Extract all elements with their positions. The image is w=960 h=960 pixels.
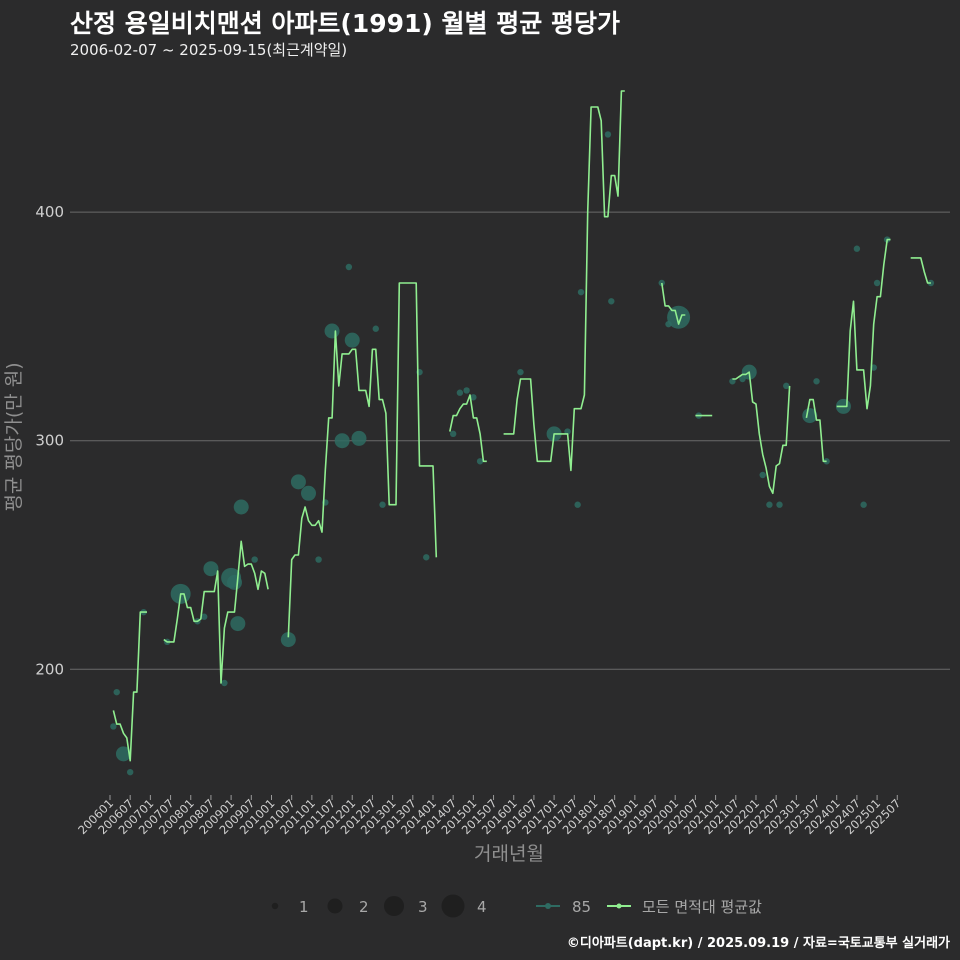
data-point	[449, 430, 457, 438]
data-point	[226, 574, 242, 590]
data-point	[221, 679, 228, 687]
y-axis-title: 평균 평당가(만 원)	[3, 362, 25, 511]
data-point	[463, 387, 470, 394]
line-segment	[163, 540, 269, 684]
y-tick-label: 200	[35, 660, 64, 678]
chart-subtitle: 2006-02-07 ~ 2025-09-15(최근계약일)	[70, 41, 348, 59]
line-segment	[836, 238, 891, 410]
data-point	[315, 556, 322, 563]
data-point	[577, 288, 585, 296]
data-point	[251, 556, 258, 563]
line-segment	[910, 257, 931, 284]
x-axis-title: 거래년월	[474, 843, 544, 865]
legend-size-swatch	[384, 896, 404, 916]
data-point	[658, 279, 665, 287]
data-point	[344, 332, 360, 348]
data-point	[115, 746, 131, 762]
data-point	[783, 382, 790, 390]
line-segment	[287, 282, 438, 638]
y-tick-labels: 200 300 400	[35, 203, 64, 678]
data-point	[574, 501, 581, 508]
data-point	[351, 430, 367, 446]
legend-85-dot	[545, 903, 551, 909]
chart-title: 산정 용일비치맨션 아파트(1991) 월별 평균 평당가	[70, 9, 620, 38]
line-segment	[732, 371, 791, 495]
x-tick-labels: 2006012006072007012007072008012008072009…	[75, 795, 903, 837]
legend-size-label: 4	[477, 898, 487, 916]
data-point	[517, 368, 524, 376]
line-segment	[805, 398, 827, 463]
grid-lines	[70, 211, 950, 670]
line-segment	[449, 394, 487, 463]
data-point	[802, 408, 818, 424]
y-tick-label: 400	[35, 203, 64, 221]
legend-size-label: 3	[418, 898, 428, 916]
data-point	[776, 501, 783, 508]
legend-size-swatch	[441, 894, 465, 918]
data-point	[280, 632, 296, 648]
legend-size-label: 2	[359, 898, 369, 916]
legend-size-swatch	[327, 898, 343, 914]
data-point	[345, 263, 353, 271]
data-point	[608, 298, 615, 305]
data-point	[813, 378, 820, 385]
data-point	[927, 279, 935, 287]
data-point	[476, 458, 484, 465]
data-point	[766, 501, 773, 508]
data-point	[456, 389, 464, 396]
data-point	[233, 499, 249, 515]
line-segment	[661, 282, 686, 325]
data-point	[372, 325, 379, 332]
data-point	[301, 485, 316, 501]
data-point	[324, 323, 340, 339]
line-segment	[503, 90, 625, 472]
data-point	[113, 688, 120, 696]
data-point	[110, 723, 117, 730]
data-point	[290, 474, 306, 490]
y-tick-label: 300	[35, 432, 64, 450]
legend-85-label: 85	[572, 898, 591, 916]
data-point	[201, 613, 208, 620]
data-point	[823, 458, 830, 465]
source-caption: ©디아파트(dapt.kr) / 2025.09.19 / 자료=국토교통부 실…	[566, 936, 950, 951]
data-point	[604, 131, 612, 138]
data-point	[379, 501, 386, 508]
data-point	[860, 501, 867, 508]
legend-average-label: 모든 면적대 평균값	[642, 898, 762, 916]
data-point	[759, 471, 766, 479]
series-85-points	[110, 131, 935, 776]
data-point	[853, 245, 861, 252]
data-point	[203, 561, 219, 577]
legend-average-dot	[616, 903, 622, 909]
data-point	[470, 394, 477, 401]
legend: 1 2 3 4 85 모든 면적대 평균값	[271, 894, 762, 918]
data-point	[334, 433, 350, 449]
data-point	[423, 554, 430, 561]
legend-size-label: 1	[299, 898, 309, 916]
line-segment	[112, 611, 147, 762]
data-point	[873, 279, 881, 287]
series-average-line	[112, 90, 931, 762]
legend-size-swatch	[271, 902, 279, 910]
data-point	[230, 616, 246, 632]
data-point	[667, 305, 691, 329]
data-point	[126, 768, 134, 776]
